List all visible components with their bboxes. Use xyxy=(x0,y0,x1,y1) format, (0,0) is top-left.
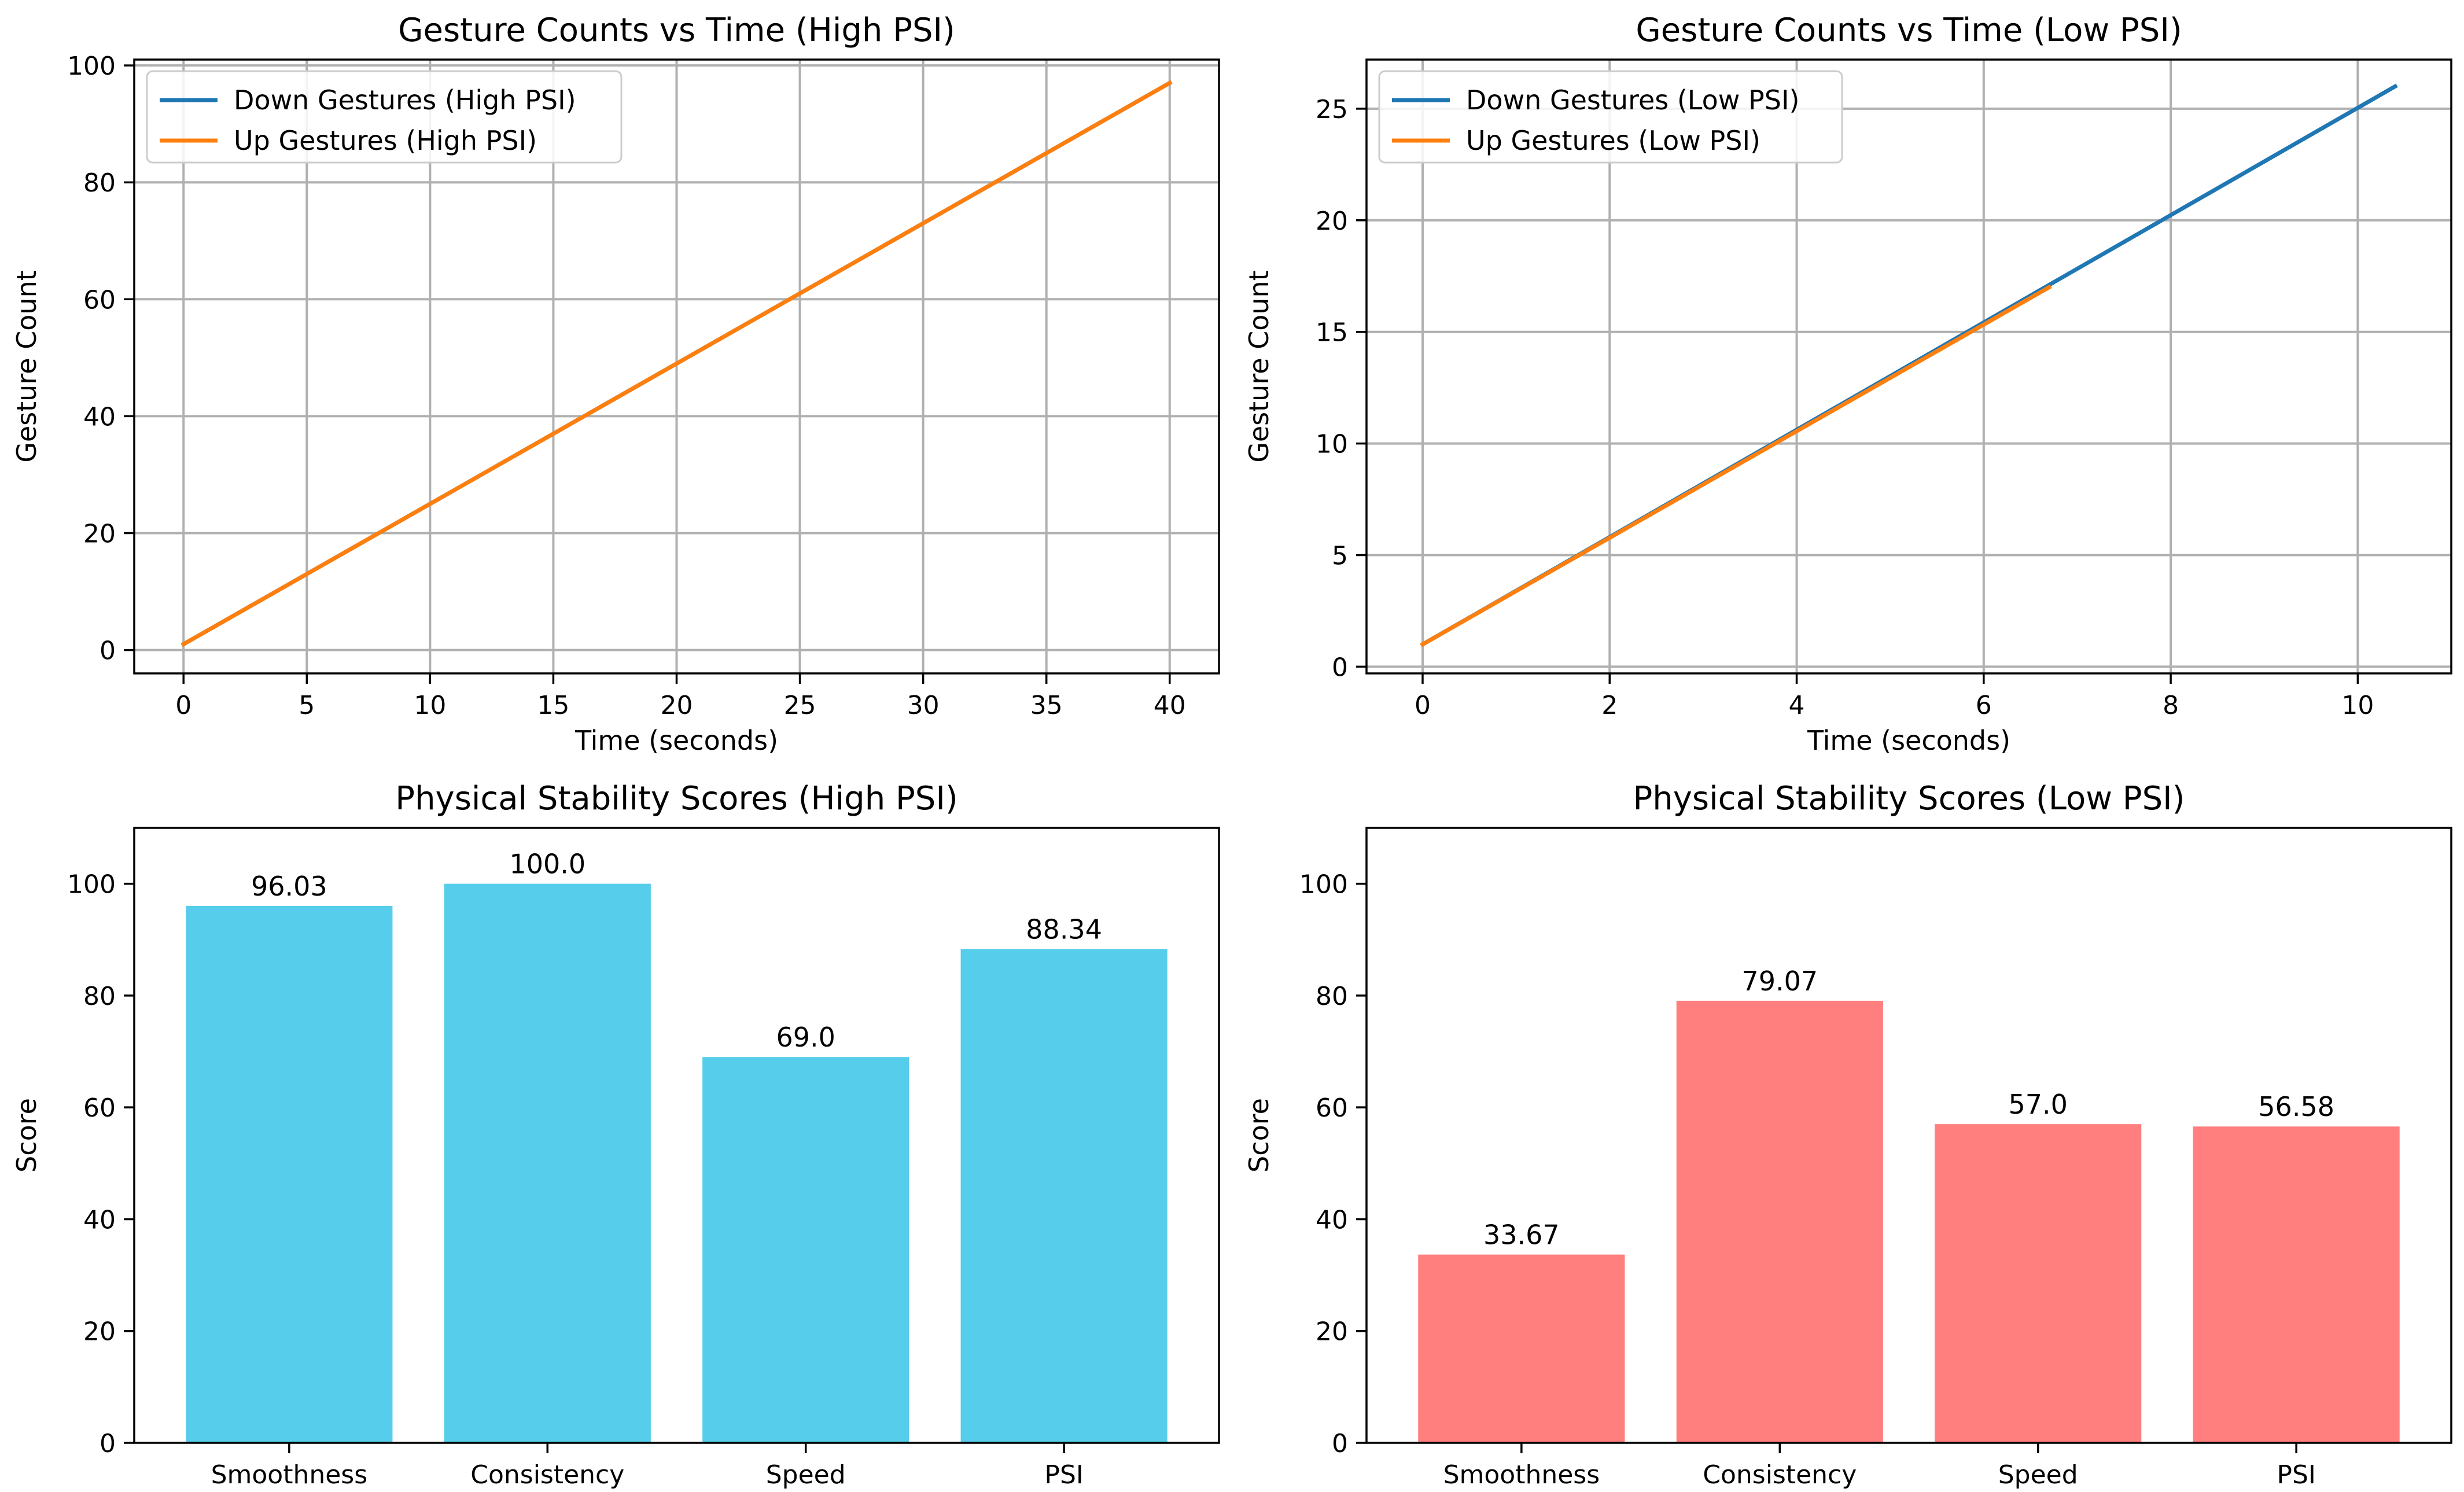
bar-value-label: 33.67 xyxy=(1483,1220,1560,1251)
y-tick-label: 80 xyxy=(1316,982,1348,1011)
x-tick-label: Speed xyxy=(1998,1460,2078,1490)
x-tick-label: 20 xyxy=(661,691,693,720)
x-tick-label: 25 xyxy=(784,691,816,720)
y-axis-label: Score xyxy=(11,1098,42,1173)
series-line-up xyxy=(181,80,1173,647)
axes-frame xyxy=(1365,827,2452,1444)
bar-psi xyxy=(2193,1126,2400,1443)
x-tick-label: 35 xyxy=(1030,691,1063,720)
x-tick-label: Smoothness xyxy=(1443,1460,1600,1490)
legend-entry: Down Gestures (High PSI) xyxy=(234,84,576,116)
y-axis-label: Gesture Count xyxy=(11,270,42,463)
y-axis-label: Gesture Count xyxy=(1243,270,1275,463)
x-tick-label: 0 xyxy=(175,691,191,720)
y-tick-label: 40 xyxy=(1316,1205,1348,1235)
bar-speed xyxy=(702,1057,909,1443)
x-tick-label: PSI xyxy=(1044,1460,1083,1490)
y-tick-label: 10 xyxy=(1316,430,1348,459)
bar-speed xyxy=(1935,1124,2142,1443)
legend-entry: Up Gestures (High PSI) xyxy=(234,125,537,156)
y-tick-label: 60 xyxy=(1316,1093,1348,1123)
x-tick-label: PSI xyxy=(2277,1460,2315,1490)
legend-entry: Down Gestures (Low PSI) xyxy=(1466,84,1799,116)
chart-title: Physical Stability Scores (High PSI) xyxy=(395,780,957,817)
x-tick-label: 0 xyxy=(1415,691,1431,720)
chart-title: Physical Stability Scores (Low PSI) xyxy=(1633,780,2185,817)
bar-value-label: 96.03 xyxy=(251,871,327,902)
y-tick-label: 20 xyxy=(1316,207,1348,236)
legend-box xyxy=(1378,70,1843,164)
x-tick-label: Consistency xyxy=(1703,1460,1857,1490)
x-tick-label: 10 xyxy=(2341,691,2374,720)
x-tick-label: 40 xyxy=(1154,691,1186,720)
y-axis-label: Score xyxy=(1243,1098,1275,1173)
bar-consistency xyxy=(444,883,651,1443)
y-tick-label: 40 xyxy=(83,402,116,432)
y-tick-label: 100 xyxy=(67,870,116,900)
panel-high-psi-bars: 96.03 100.0 69.0 88.34 0 20 40 60 80 100 Smoothnes… xyxy=(11,780,1220,1490)
x-tick-label: 8 xyxy=(2163,691,2179,720)
x-tick-label: Speed xyxy=(766,1460,846,1490)
bar-psi xyxy=(960,949,1167,1443)
x-tick-label: 15 xyxy=(537,691,569,720)
y-tick-label: 5 xyxy=(1332,541,1348,571)
y-tick-label: 80 xyxy=(83,168,116,198)
y-tick-label: 0 xyxy=(100,636,116,666)
legend: Down Gestures (Low PSI) Up Gestures (Low … xyxy=(1378,70,1843,164)
bar-value-label: 57.0 xyxy=(2009,1089,2068,1120)
y-tick-label: 0 xyxy=(100,1429,116,1458)
bar-value-label: 56.58 xyxy=(2258,1091,2334,1122)
chart-title: Gesture Counts vs Time (Low PSI) xyxy=(1636,12,2182,49)
bar-value-label: 88.34 xyxy=(1026,913,1102,945)
legend-entry: Up Gestures (Low PSI) xyxy=(1466,125,1760,156)
x-tick-label: 4 xyxy=(1789,691,1805,720)
x-tick-label: 2 xyxy=(1601,691,1618,720)
y-tick-label: 80 xyxy=(83,982,116,1011)
y-tick-label: 0 xyxy=(1332,653,1348,682)
y-tick-label: 40 xyxy=(83,1205,116,1235)
bar-value-label: 79.07 xyxy=(1741,966,1818,997)
bar-value-label: 69.0 xyxy=(776,1022,835,1053)
y-tick-label: 20 xyxy=(83,1317,116,1347)
panel-low-psi-bars: 33.67 79.07 57.0 56.58 0 20 40 60 80 100 Smoothnes… xyxy=(1243,780,2452,1490)
legend: Down Gestures (High PSI) Up Gestures (Hig… xyxy=(146,70,623,164)
x-axis-label: Time (seconds) xyxy=(1807,725,2010,756)
x-tick-label: Smoothness xyxy=(211,1460,368,1490)
y-tick-label: 100 xyxy=(67,51,116,81)
bar-smoothness xyxy=(1418,1254,1625,1443)
bar-consistency xyxy=(1676,1000,1883,1443)
y-tick-label: 15 xyxy=(1316,318,1348,348)
x-tick-label: 6 xyxy=(1976,691,1992,720)
axes-frame xyxy=(1365,58,2452,675)
y-tick-label: 60 xyxy=(83,1093,116,1123)
y-tick-label: 25 xyxy=(1316,95,1348,124)
axes-frame xyxy=(133,827,1220,1444)
chart-title: Gesture Counts vs Time (High PSI) xyxy=(398,12,955,49)
panel-high-psi-lines: 0 20 40 60 80 100 0 5 10 15 20 25 30 35 40 Gesture Coun… xyxy=(11,12,1220,756)
x-tick-label: 10 xyxy=(414,691,446,720)
y-tick-label: 100 xyxy=(1299,870,1348,900)
y-tick-label: 60 xyxy=(83,285,116,315)
x-axis-label: Time (seconds) xyxy=(574,725,778,756)
x-tick-label: Consistency xyxy=(470,1460,624,1490)
y-tick-label: 0 xyxy=(1332,1429,1348,1458)
bar-value-label: 100.0 xyxy=(509,849,585,880)
x-tick-label: 30 xyxy=(907,691,940,720)
x-tick-label: 5 xyxy=(299,691,315,720)
y-tick-label: 20 xyxy=(1316,1317,1348,1347)
bar-smoothness xyxy=(186,906,393,1443)
panel-low-psi-lines: 0 5 10 15 20 25 0 2 4 6 8 10 Gesture Counts vs Time … xyxy=(1243,12,2452,756)
y-tick-label: 20 xyxy=(83,519,116,548)
series-line-up xyxy=(1420,284,2052,647)
legend-box xyxy=(146,70,623,164)
